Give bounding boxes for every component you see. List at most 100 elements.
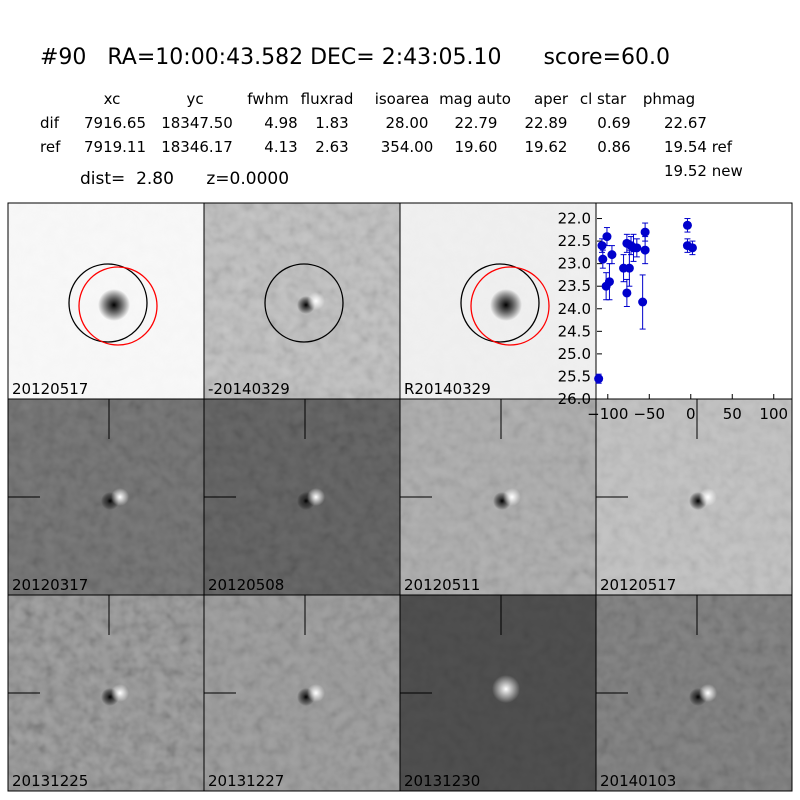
table-cell: dif: [40, 114, 60, 132]
table-cell: 4.98: [264, 114, 297, 132]
thumbnail: 20131225: [7, 594, 205, 792]
title: #90 RA=10:00:43.582 DEC= 2:43:05.10 scor…: [40, 45, 670, 70]
x-tick-label: 100: [759, 405, 788, 423]
image: [8, 399, 204, 595]
image: [400, 203, 596, 399]
residual: [111, 684, 129, 702]
table-cell: 18347.50: [161, 114, 233, 132]
thumbnail: 20120517: [7, 202, 205, 400]
table-cell: 28.00: [386, 114, 429, 132]
table-cell: ref: [40, 138, 61, 156]
table-cell: 22.89: [525, 114, 568, 132]
point: [597, 241, 607, 251]
point: [682, 220, 692, 230]
column-header: phmag: [643, 90, 695, 108]
dist: dist= 2.80 z=0.0000: [80, 169, 289, 189]
thumbnail: R20140329: [399, 202, 597, 400]
table-cell: 18346.17: [161, 138, 233, 156]
point: [602, 232, 612, 242]
panel-label: 20131230: [404, 772, 480, 790]
panel-label: -20140329: [208, 380, 290, 398]
image: [204, 203, 400, 399]
column-header: xc: [104, 90, 121, 108]
panel-label: 20131227: [208, 772, 284, 790]
point: [598, 254, 608, 264]
x-tick-label: 0: [686, 405, 696, 423]
panel-label: 20131225: [12, 772, 88, 790]
point: [622, 288, 632, 298]
point: [640, 227, 650, 237]
thumbnail: 20131227: [203, 594, 401, 792]
y-tick-label: 25.5: [558, 367, 591, 385]
frame: [595, 594, 793, 792]
x-tick-label: −50: [633, 405, 665, 423]
point: [624, 263, 634, 273]
table-cell: 354.00: [381, 138, 434, 156]
table-cell: 19.54 ref: [664, 138, 733, 156]
table-cell: 19.62: [525, 138, 568, 156]
point: [640, 245, 650, 255]
thumbnail: 20140103: [595, 594, 793, 792]
point: [604, 277, 614, 287]
column-header: fluxrad: [301, 90, 354, 108]
point: [607, 250, 617, 260]
source: [490, 289, 522, 321]
table-cell: 7919.11: [84, 138, 146, 156]
thumbnail: 20120317: [7, 398, 205, 596]
table-cell: 2.63: [315, 138, 348, 156]
y-tick-label: 24.0: [558, 300, 591, 318]
table-cell: 19.60: [455, 138, 498, 156]
table-cell: 22.67: [664, 114, 707, 132]
image: [8, 203, 204, 399]
thumbnail: 20120508: [203, 398, 401, 596]
phmag-new: 19.52 new: [664, 162, 743, 180]
panel-label: 20120511: [404, 576, 480, 594]
residual: [111, 488, 129, 506]
image: [596, 399, 792, 595]
aperture-ref: [470, 266, 550, 346]
column-header: aper: [534, 90, 569, 108]
panel-label: R20140329: [404, 380, 491, 398]
column-header: cl star: [580, 90, 627, 108]
source: [98, 289, 130, 321]
panel-label: 20120517: [600, 576, 676, 594]
table-cell: 22.79: [455, 114, 498, 132]
image: [400, 595, 596, 791]
thumbnail: 20120517: [595, 398, 793, 596]
y-tick-label: 22.5: [558, 232, 591, 250]
y-tick-label: 23.0: [558, 255, 591, 273]
column-header: mag auto: [439, 90, 511, 108]
point: [638, 297, 648, 307]
column-header: yc: [186, 90, 203, 108]
residual: [307, 292, 325, 310]
table-cell: 4.13: [264, 138, 297, 156]
y-tick-label: 26.0: [558, 390, 591, 408]
y-tick-label: 24.5: [558, 322, 591, 340]
point: [687, 243, 697, 253]
residual: [307, 684, 325, 702]
x-tick-label: 50: [723, 405, 742, 423]
table-cell: 0.69: [597, 114, 630, 132]
panel-label: 20120508: [208, 576, 284, 594]
residual: [307, 488, 325, 506]
residual: [503, 488, 521, 506]
residual: [699, 684, 717, 702]
image: [204, 399, 400, 595]
aperture: [264, 263, 344, 343]
table-cell: 1.83: [315, 114, 348, 132]
x-tick-label: −100: [587, 405, 628, 423]
thumbnail: -20140329: [203, 202, 401, 400]
column-header: isoarea: [375, 90, 430, 108]
panel-label: 20120317: [12, 576, 88, 594]
image: [8, 595, 204, 791]
image: [400, 399, 596, 595]
plot-frame: [595, 202, 793, 400]
thumbnail: 20131230: [399, 594, 597, 792]
y-tick-label: 22.0: [558, 210, 591, 228]
column-header: fwhm: [247, 90, 288, 108]
residual: [699, 488, 717, 506]
y-tick-label: 23.5: [558, 277, 591, 295]
aperture: [460, 263, 540, 343]
table-cell: 7916.65: [84, 114, 146, 132]
